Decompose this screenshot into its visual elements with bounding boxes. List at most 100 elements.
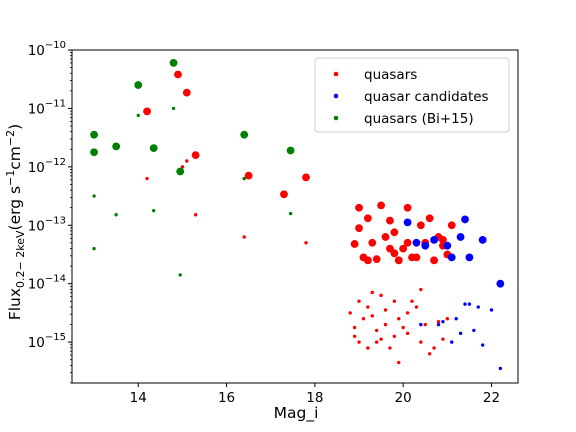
- point-large-quasars: [408, 253, 416, 262]
- point-small-quasars: [405, 331, 410, 336]
- point-small-quasars: [419, 287, 423, 292]
- point-large-quasar-candidates: [465, 253, 474, 262]
- point-large-quasar-candidates: [478, 235, 487, 244]
- point-large-quasars-bi-15: [149, 144, 158, 153]
- point-small-quasars: [193, 213, 198, 217]
- point-large-quasars-bi-15: [112, 142, 121, 151]
- legend: quasars quasar candidates quasars (Bi+15…: [314, 57, 510, 133]
- point-small-quasars: [379, 337, 383, 341]
- point-small-quasars-bi-15: [178, 273, 182, 277]
- y-tick-label: 10−10: [28, 40, 66, 59]
- legend-item-quasar-candidates: quasar candidates: [333, 89, 489, 105]
- point-large-quasars: [350, 240, 359, 248]
- point-small-quasar-candidates: [472, 328, 476, 333]
- point-small-quasars: [370, 290, 374, 295]
- point-large-quasars: [174, 70, 182, 79]
- point-small-quasars: [304, 241, 308, 245]
- y-axis-ticks: 10−15 10−14 10−13 10−12 10−11 10−10: [28, 40, 72, 384]
- point-large-quasars: [280, 190, 288, 199]
- point-small-quasars: [405, 311, 410, 315]
- point-large-quasars: [377, 201, 386, 210]
- point-small-quasar-candidates: [419, 322, 423, 327]
- point-small-quasar-candidates: [489, 308, 494, 312]
- point-small-quasars: [427, 352, 432, 356]
- point-small-quasars: [419, 340, 423, 344]
- point-large-quasars: [439, 235, 447, 244]
- point-large-quasars: [447, 221, 456, 230]
- point-large-quasars-bi-15: [240, 130, 249, 139]
- point-small-quasars-bi-15: [242, 176, 246, 181]
- point-small-quasars: [185, 159, 189, 163]
- legend-label-quasars-bi15: quasars (Bi+15): [364, 111, 474, 127]
- point-small-quasar-candidates: [498, 366, 503, 371]
- point-large-quasars: [390, 228, 399, 237]
- point-small-quasars: [352, 334, 357, 338]
- point-small-quasars: [397, 360, 401, 365]
- point-large-quasar-candidates: [412, 238, 421, 247]
- point-small-quasars: [445, 317, 450, 321]
- point-large-quasars-bi-15: [176, 167, 185, 176]
- plot-frame: [71, 49, 519, 384]
- point-large-quasar-candidates: [461, 215, 469, 224]
- point-small-quasars: [401, 325, 405, 330]
- point-large-quasars: [182, 88, 191, 97]
- x-tick-label: 16: [218, 390, 235, 406]
- legend-item-quasars-bi15: quasars (Bi+15): [333, 111, 474, 127]
- point-large-quasars: [416, 221, 425, 230]
- point-large-quasars: [368, 238, 377, 247]
- x-axis-ticks: 14 16 18 20 22: [130, 383, 500, 406]
- point-small-quasar-candidates: [467, 302, 472, 306]
- point-large-quasars-bi-15: [90, 130, 98, 139]
- point-large-quasars: [363, 256, 372, 265]
- point-small-quasars: [423, 322, 427, 327]
- point-large-quasar-candidates: [496, 279, 505, 288]
- point-small-quasars: [392, 334, 397, 338]
- point-small-quasar-candidates: [454, 317, 458, 321]
- point-large-quasars: [143, 107, 151, 116]
- point-large-quasars: [191, 151, 200, 160]
- point-large-quasars: [399, 244, 408, 253]
- point-small-quasar-candidates: [441, 319, 445, 324]
- legend-marker-quasars: [333, 71, 339, 77]
- y-tick-label: 10−15: [28, 332, 66, 351]
- point-large-quasars: [372, 255, 381, 264]
- point-small-quasars-bi-15: [151, 208, 156, 213]
- point-small-quasars: [432, 346, 436, 350]
- point-large-quasar-candidates: [403, 218, 412, 227]
- y-tick-label: 10−11: [28, 98, 66, 117]
- point-large-quasar-candidates: [421, 241, 430, 250]
- legend-label-quasar-candidates: quasar candidates: [364, 89, 489, 105]
- y-axis-label: Flux0.2− 2keV(erg s−1cm−2): [4, 124, 27, 320]
- x-tick-label: 20: [395, 390, 412, 406]
- point-small-quasars: [348, 311, 352, 315]
- point-small-quasars-bi-15: [288, 211, 293, 216]
- point-small-quasars: [436, 319, 441, 324]
- point-large-quasars: [403, 203, 412, 212]
- point-small-quasars-bi-15: [171, 106, 176, 111]
- point-large-quasars: [363, 214, 372, 223]
- point-small-quasars: [370, 314, 374, 318]
- point-large-quasars: [390, 249, 399, 258]
- point-large-quasar-candidates: [443, 241, 452, 250]
- point-large-quasars-bi-15: [90, 148, 98, 157]
- point-large-quasars: [403, 238, 412, 247]
- point-large-quasars: [355, 203, 363, 212]
- point-large-quasars-bi-15: [169, 58, 178, 67]
- point-small-quasars: [414, 305, 419, 309]
- point-large-quasars: [430, 256, 438, 265]
- y-tick-label: 10−12: [28, 157, 66, 176]
- point-small-quasars: [361, 317, 366, 321]
- legend-label-quasars: quasars: [364, 67, 417, 83]
- point-small-quasars: [379, 293, 383, 298]
- point-small-quasars: [374, 340, 379, 344]
- legend-marker-quasars-bi15: [333, 115, 339, 121]
- point-large-quasars: [381, 233, 390, 241]
- point-large-quasars: [394, 256, 403, 265]
- point-small-quasars: [397, 317, 401, 321]
- point-small-quasar-candidates: [458, 331, 463, 336]
- marks-layer: [90, 58, 505, 371]
- point-large-quasars: [355, 224, 363, 233]
- point-large-quasar-candidates: [447, 253, 456, 262]
- point-large-quasars-bi-15: [134, 81, 143, 89]
